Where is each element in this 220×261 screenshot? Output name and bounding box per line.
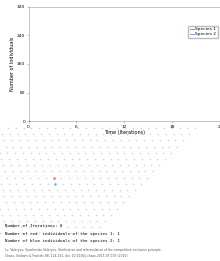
Text: Number of blue individuals of the species 2: 1: Number of blue individuals of the specie… [5,239,120,243]
Y-axis label: Number of Individuals: Number of Individuals [11,37,15,91]
Text: Number of red  individuals of the species 1: 1: Number of red individuals of the species… [5,232,120,235]
Legend: Species 1, Species 2: Species 1, Species 2 [188,26,218,38]
Text: Chaos, Solitons & Fractals 88, 124-131, doi: 10.1016/j.chaos.2015.07.005 (2015).: Chaos, Solitons & Fractals 88, 124-131, … [5,253,128,258]
Text: Number of Iterations: 0: Number of Iterations: 0 [5,224,62,228]
X-axis label: Time (Iterations): Time (Iterations) [104,130,145,135]
Text: Lv: Valeryev, Vyacheslav Valeryev, Verification and reformulation of the competi: Lv: Valeryev, Vyacheslav Valeryev, Verif… [5,248,162,252]
